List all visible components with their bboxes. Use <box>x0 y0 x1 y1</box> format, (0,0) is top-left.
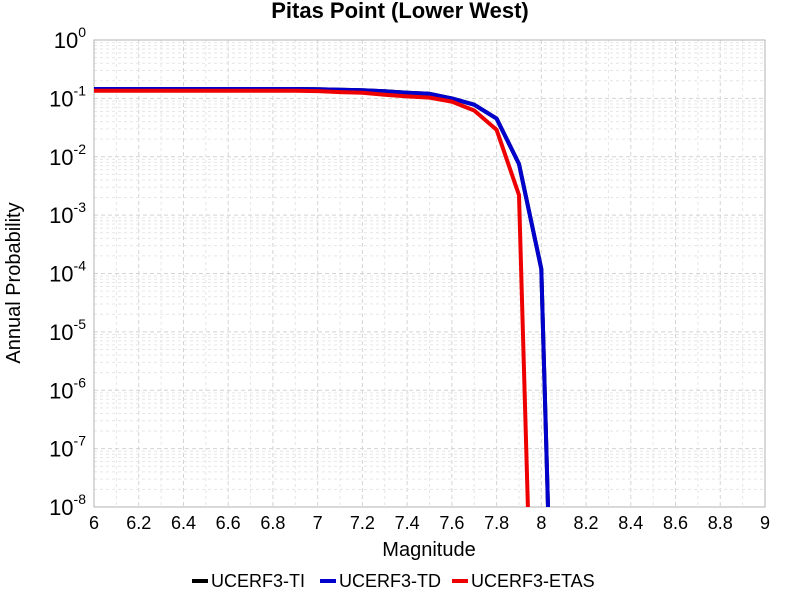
x-tick-label: 7.2 <box>350 513 375 533</box>
legend-entry: UCERF3-ETAS <box>471 571 595 591</box>
chart-title: Pitas Point (Lower West) <box>271 0 529 23</box>
x-tick-label: 9 <box>760 513 770 533</box>
y-tick-label: 10-8 <box>49 491 86 520</box>
x-tick-label: 7.6 <box>439 513 464 533</box>
y-tick-label: 10-2 <box>49 141 86 170</box>
chart-grid <box>93 39 766 508</box>
x-tick-label: 6.8 <box>260 513 285 533</box>
y-tick-label: 10-4 <box>49 258 86 287</box>
legend-entry: UCERF3-TI <box>211 571 305 591</box>
x-tick-label: 6.2 <box>126 513 151 533</box>
y-tick-label: 10-7 <box>49 433 86 462</box>
x-tick-label: 8.4 <box>618 513 643 533</box>
x-tick-label: 6.6 <box>216 513 241 533</box>
legend: UCERF3-TI UCERF3-TD UCERF3-ETAS <box>192 571 595 591</box>
x-axis-label: Magnitude <box>382 539 475 561</box>
x-tick-label: 6 <box>89 513 99 533</box>
x-tick-label: 7.8 <box>484 513 509 533</box>
plot-area <box>93 39 766 508</box>
series-line-ucerf3-etas <box>94 88 530 508</box>
x-tick-label: 8.8 <box>708 513 733 533</box>
y-tick-label: 100 <box>54 24 86 53</box>
x-tick-label: 8 <box>536 513 546 533</box>
x-axis-ticks: 6 6.2 6.4 6.6 6.8 7 7.2 7.4 7.6 7.8 8 8.2 8.4 8.6 8.8 9 <box>89 513 770 533</box>
y-tick-label: 10-5 <box>49 316 86 345</box>
y-axis-ticks: 100 10-1 10-2 10-3 10-4 10-5 10-6 10-7 10-8 <box>49 24 86 520</box>
x-tick-label: 7 <box>313 513 323 533</box>
x-tick-label: 6.4 <box>171 513 196 533</box>
y-axis-label: Annual Probability <box>3 202 25 363</box>
x-tick-label: 8.6 <box>663 513 688 533</box>
y-tick-label: 10-3 <box>49 199 86 228</box>
y-tick-label: 10-1 <box>49 82 86 111</box>
x-tick-label: 8.2 <box>574 513 599 533</box>
series-layer <box>94 87 550 508</box>
legend-entry: UCERF3-TD <box>339 571 441 591</box>
x-tick-label: 7.4 <box>395 513 420 533</box>
y-tick-label: 10-6 <box>49 374 86 403</box>
